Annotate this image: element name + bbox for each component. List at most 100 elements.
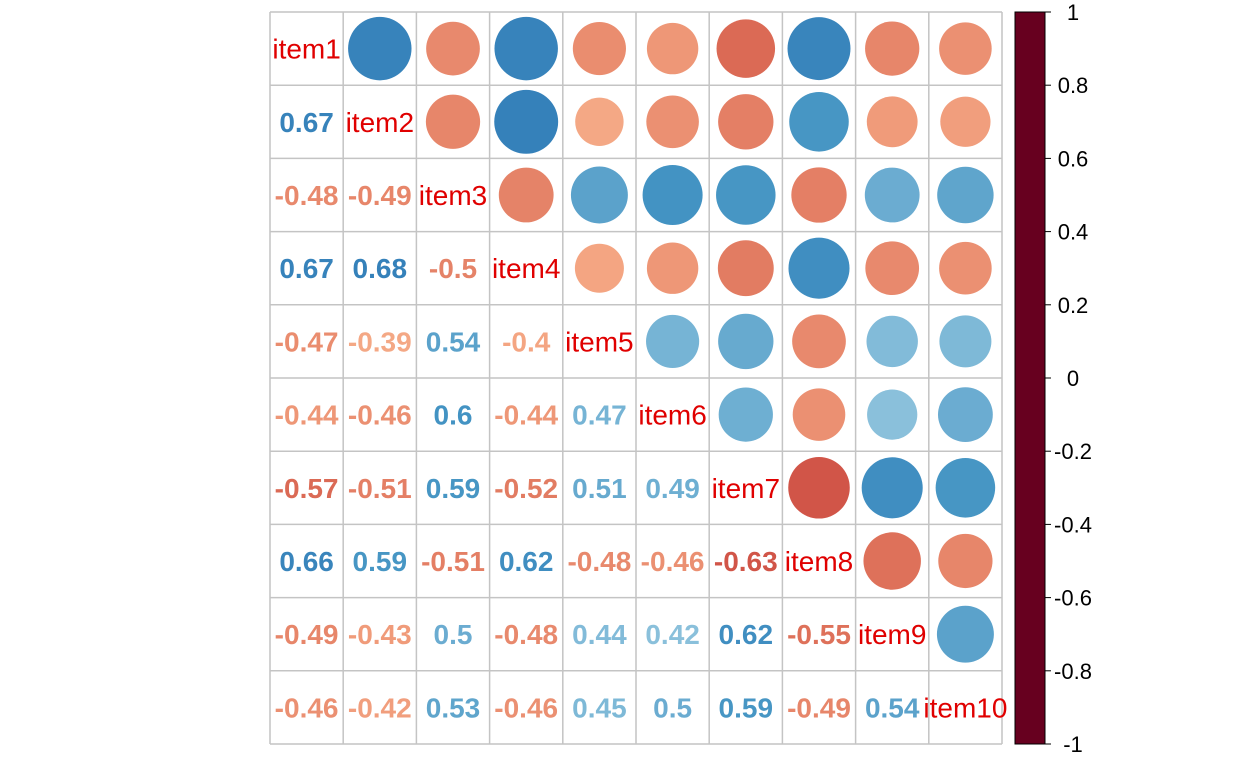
correlation-value: 0.6 <box>434 400 473 431</box>
correlation-value: 0.67 <box>279 253 334 284</box>
correlation-value: -0.48 <box>567 546 631 577</box>
correlation-circle <box>718 387 773 442</box>
correlation-value: 0.47 <box>572 400 627 431</box>
correlation-value: -0.39 <box>348 326 412 357</box>
correlation-value: 0.5 <box>653 692 692 723</box>
correlation-circle <box>939 241 992 295</box>
colorbar-tick-label: -1 <box>1063 732 1083 757</box>
diagonal-label: item9 <box>858 619 926 650</box>
correlation-value: -0.63 <box>714 546 778 577</box>
correlation-circle <box>792 314 846 369</box>
correlation-circle <box>716 165 776 225</box>
correlation-value: -0.43 <box>348 619 412 650</box>
correlation-circle <box>866 96 918 148</box>
correlation-circle <box>866 315 918 368</box>
correlation-value: 0.51 <box>572 473 627 504</box>
correlation-circle <box>937 387 993 443</box>
correlation-circle <box>574 243 624 293</box>
correlation-value: -0.5 <box>429 253 477 284</box>
diagonal-label: item2 <box>346 107 414 138</box>
correlation-circle <box>861 457 923 519</box>
correlation-value: 0.45 <box>572 692 627 723</box>
correlation-value: 0.59 <box>353 546 408 577</box>
colorbar-tick-label: -0.4 <box>1054 512 1092 537</box>
correlation-value: 0.53 <box>426 692 481 723</box>
correlation-circle <box>646 314 700 368</box>
correlation-value: -0.52 <box>494 473 558 504</box>
colorbar-tick-label: 0.8 <box>1058 73 1089 98</box>
correlation-value: 0.54 <box>865 692 920 723</box>
correlation-circle <box>646 95 699 149</box>
correlation-circle <box>646 22 699 75</box>
correlation-circle <box>575 97 624 147</box>
correlation-value: -0.51 <box>421 546 485 577</box>
correlation-circle <box>716 19 776 78</box>
correlation-circle <box>494 89 559 154</box>
correlation-circle <box>935 458 996 518</box>
correlation-value: -0.4 <box>502 326 551 357</box>
colorbar-tick-label: 0 <box>1067 366 1079 391</box>
correlation-value: 0.68 <box>353 253 408 284</box>
diagonal-label: item1 <box>272 34 340 65</box>
colorbar-tick-label: -0.2 <box>1054 439 1092 464</box>
correlation-circle <box>426 21 480 76</box>
colorbar-tick-label: 0.6 <box>1058 146 1089 171</box>
correlation-value: -0.46 <box>348 400 412 431</box>
correlation-value: -0.46 <box>641 546 705 577</box>
correlation-circle <box>865 241 920 296</box>
correlation-value: 0.67 <box>279 107 334 138</box>
correlation-value: -0.46 <box>494 692 558 723</box>
grid <box>269 11 1003 745</box>
correlation-circle <box>788 457 850 519</box>
correlation-value: 0.59 <box>426 473 481 504</box>
correlation-value: 0.5 <box>434 619 473 650</box>
colorbar-tick-label: 0.4 <box>1058 220 1089 245</box>
diagonal-label: item3 <box>419 180 487 211</box>
colorbar-tick-label: 0.2 <box>1058 293 1089 318</box>
correlation-value: 0.44 <box>572 619 627 650</box>
correlation-circle <box>788 237 850 299</box>
correlation-value: 0.62 <box>719 619 774 650</box>
correlation-circle <box>498 167 554 223</box>
diagonal-label: item10 <box>923 692 1007 723</box>
colorbar-tick-label: -0.6 <box>1054 586 1092 611</box>
correlation-circle <box>494 16 558 81</box>
correlation-value: -0.55 <box>787 619 851 650</box>
correlation-circle <box>718 94 774 150</box>
correlation-circle <box>863 532 921 590</box>
correlation-value: 0.66 <box>279 546 334 577</box>
correlation-value: -0.57 <box>275 473 339 504</box>
correlation-value: -0.51 <box>348 473 412 504</box>
diagonal-label: item6 <box>638 400 706 431</box>
colorbar-tick-label: -0.8 <box>1054 659 1092 684</box>
correlation-value: -0.44 <box>275 400 339 431</box>
correlation-circle <box>864 167 920 223</box>
correlation-circle <box>718 313 774 370</box>
correlation-circle <box>717 240 774 297</box>
correlation-circle <box>865 21 920 76</box>
correlation-value: -0.44 <box>494 400 558 431</box>
correlation-value: 0.62 <box>499 546 554 577</box>
correlation-circle <box>348 16 412 81</box>
correlation-value: 0.59 <box>719 692 774 723</box>
colorbar: 1 0.8 0.6 0.4 0.2 0 -0.2 -0.4 -0.6 -0.8 -1 <box>1014 0 1092 757</box>
correlation-value: -0.49 <box>275 619 339 650</box>
correlation-circle <box>642 164 703 226</box>
correlation-circle <box>936 605 994 663</box>
diagonal-label: item7 <box>712 473 780 504</box>
correlation-circle <box>787 17 851 81</box>
correlation-circle <box>792 388 846 441</box>
correlation-value: -0.49 <box>348 180 412 211</box>
correlation-value: -0.42 <box>348 692 412 723</box>
correlation-circle <box>646 242 699 294</box>
correlation-value: -0.48 <box>275 180 339 211</box>
correlation-circle <box>938 533 993 589</box>
correlation-circle <box>867 389 918 440</box>
colorbar-bar <box>1014 11 1046 745</box>
colorbar-tick-label: 1 <box>1067 0 1079 25</box>
diagonal-label: item8 <box>785 546 853 577</box>
correlation-circle <box>425 94 481 149</box>
diagonal-label: item4 <box>492 253 560 284</box>
